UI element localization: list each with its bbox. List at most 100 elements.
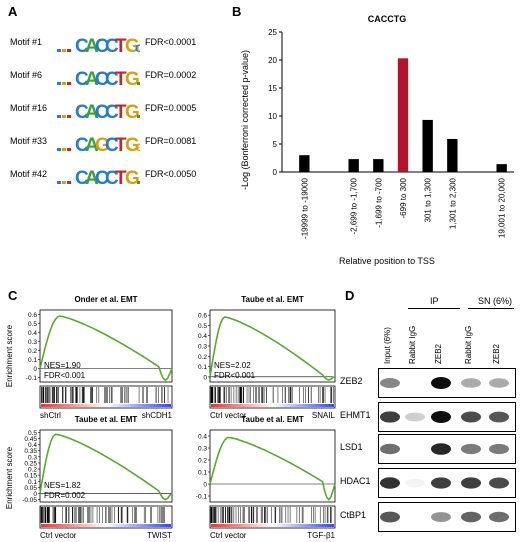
- gsea-y-tick: 0.2: [28, 467, 37, 474]
- svg-text:C: C: [105, 69, 119, 87]
- gsea-y-tick: -0.05: [22, 497, 37, 504]
- gsea-y-tick: 0: [33, 366, 37, 373]
- svg-text:G: G: [125, 69, 140, 87]
- blot-row: [378, 368, 516, 398]
- gsea-y-tick: 0.1: [28, 357, 37, 364]
- svg-text:C: C: [95, 102, 109, 120]
- x-tick-label: -2,699 to -1,700: [350, 177, 359, 234]
- blot-band: [380, 378, 400, 388]
- gsea-y-tick: 0.1: [198, 470, 207, 477]
- blot-band: [431, 443, 451, 455]
- gsea-plot: Onder et al. EMT 0.6 0.5 0.4 0.3 0.2 0.1 0 -0.1 N…: [26, 295, 173, 420]
- blot-band: [380, 477, 400, 489]
- gsea-title: Onder et al. EMT: [74, 295, 137, 304]
- enrichment-curve: [209, 316, 336, 381]
- blot-band: [461, 477, 481, 489]
- lane-label: Rabbit IgG: [408, 325, 417, 364]
- gsea-y-tick: 0.2: [198, 458, 207, 465]
- blot-band: [405, 478, 425, 488]
- svg-text:G: G: [135, 142, 140, 153]
- sequence-logo: CACCTG: [57, 102, 140, 120]
- motif-row: Motif #33 C A G C T G G FDR=0.0081: [10, 131, 196, 153]
- y-tick-label: 5: [273, 140, 278, 149]
- blot-band: [489, 443, 509, 455]
- motif-name: Motif #1: [10, 37, 43, 47]
- svg-text:C: C: [75, 168, 89, 186]
- svg-text:A: A: [85, 135, 99, 153]
- enrichment-curve: [209, 436, 336, 501]
- sequence-logo: CACCTG: [57, 168, 140, 186]
- gsea-plot: Taube et al. EMT 0.4 0.3 0.2 0.1 0 -0.1 Ctrl ve…: [196, 415, 336, 540]
- blot-band: [489, 378, 509, 388]
- svg-text:C: C: [75, 69, 89, 87]
- gsea-title: Taube et al. EMT: [75, 415, 138, 424]
- gsea-left-label: shCtrl: [40, 411, 61, 420]
- gsea-y-tick: 0.2: [198, 354, 207, 361]
- gsea-title: Taube et al. EMT: [241, 295, 304, 304]
- sn-label: SN (6%): [478, 296, 513, 306]
- gsea-y-tick: 0.45: [24, 436, 37, 443]
- sequence-logo: CACCTG: [57, 69, 140, 87]
- gsea-y-tick: 0.6: [198, 313, 207, 320]
- gsea-plot: Taube et al. EMT 0.6 0.5 0.4 0.3 0.2 0.1 0 NES=2…: [198, 295, 336, 420]
- gsea-nes: NES=1.90: [44, 361, 81, 370]
- gsea-y-tick: 0.4: [198, 434, 207, 441]
- motif-fdr: FDR=0.0005: [145, 103, 197, 113]
- blot-band: [461, 378, 481, 388]
- lane-label: ZEB2: [434, 343, 443, 364]
- bar: [373, 159, 384, 172]
- blot-band: [489, 511, 509, 523]
- motif-fdr: FDR<0.0001: [145, 37, 197, 47]
- gsea-y-tick: 0.4: [198, 333, 207, 340]
- svg-text:A: A: [85, 168, 99, 186]
- gsea-y-tick: 0.25: [24, 460, 37, 467]
- blot-band: [461, 411, 481, 423]
- bar: [299, 155, 310, 172]
- motif-row: Motif #1 C A C C T G C FDR<0.0001: [10, 32, 196, 54]
- gsea-y-tick: 0.3: [198, 446, 207, 453]
- motif-fdr: FDR=0.0002: [145, 70, 197, 80]
- gsea-left-label: Ctrl vector: [210, 411, 247, 420]
- blot-row-label: CtBP1: [340, 510, 367, 520]
- gsea-right-label: TWIST: [147, 531, 172, 540]
- svg-text:G: G: [125, 36, 140, 54]
- svg-text:C: C: [135, 43, 140, 54]
- gsea-y-label: Enrichment score: [5, 324, 14, 387]
- blot-band: [431, 377, 451, 389]
- gsea-y-tick: 0.5: [28, 321, 37, 328]
- svg-text:G: G: [125, 168, 140, 186]
- chart-x-label: Relative position to TSS: [339, 256, 435, 266]
- gsea-y-tick: 0: [203, 374, 207, 381]
- blot-row: [378, 502, 516, 532]
- gsea-y-tick: 0.1: [198, 364, 207, 371]
- bar: [397, 58, 409, 172]
- x-tick-label: 301 to 1,300: [424, 177, 433, 222]
- gsea-y-tick: -0.1: [196, 494, 208, 501]
- lane-label: Input (6%): [383, 327, 392, 364]
- x-tick-label: -1,699 to -700: [374, 177, 383, 227]
- blot-row: [378, 468, 516, 498]
- y-tick-label: 0: [273, 168, 278, 177]
- bar: [447, 138, 458, 172]
- panel-label-a: A: [8, 4, 18, 19]
- gsea-fdr: FDR<0.001: [214, 371, 256, 380]
- sn-bracket: [468, 308, 514, 309]
- gsea-y-tick: 0.4: [28, 442, 37, 449]
- blot-band: [380, 511, 400, 523]
- blot-row: [378, 434, 516, 464]
- svg-text:C: C: [105, 36, 119, 54]
- svg-text:C: C: [95, 168, 109, 186]
- panel-label-d: D: [345, 288, 355, 303]
- svg-text:C: C: [95, 69, 109, 87]
- gsea-right-label: shCDH1: [142, 411, 173, 420]
- motif-name: Motif #42: [10, 169, 48, 179]
- motif-row: Motif #6 C A C C T G FDR=0.0002: [10, 65, 196, 87]
- blot-band: [431, 477, 451, 489]
- gsea-left-label: Ctrl vector: [210, 531, 247, 540]
- svg-text:T: T: [115, 36, 127, 54]
- blot-row-label: ZEB2: [340, 376, 363, 386]
- blot-band: [461, 443, 481, 455]
- x-tick-label: -699 to 300: [399, 177, 408, 218]
- y-tick-label: 10: [268, 112, 277, 121]
- gsea-right-label: SNAIL: [312, 411, 336, 420]
